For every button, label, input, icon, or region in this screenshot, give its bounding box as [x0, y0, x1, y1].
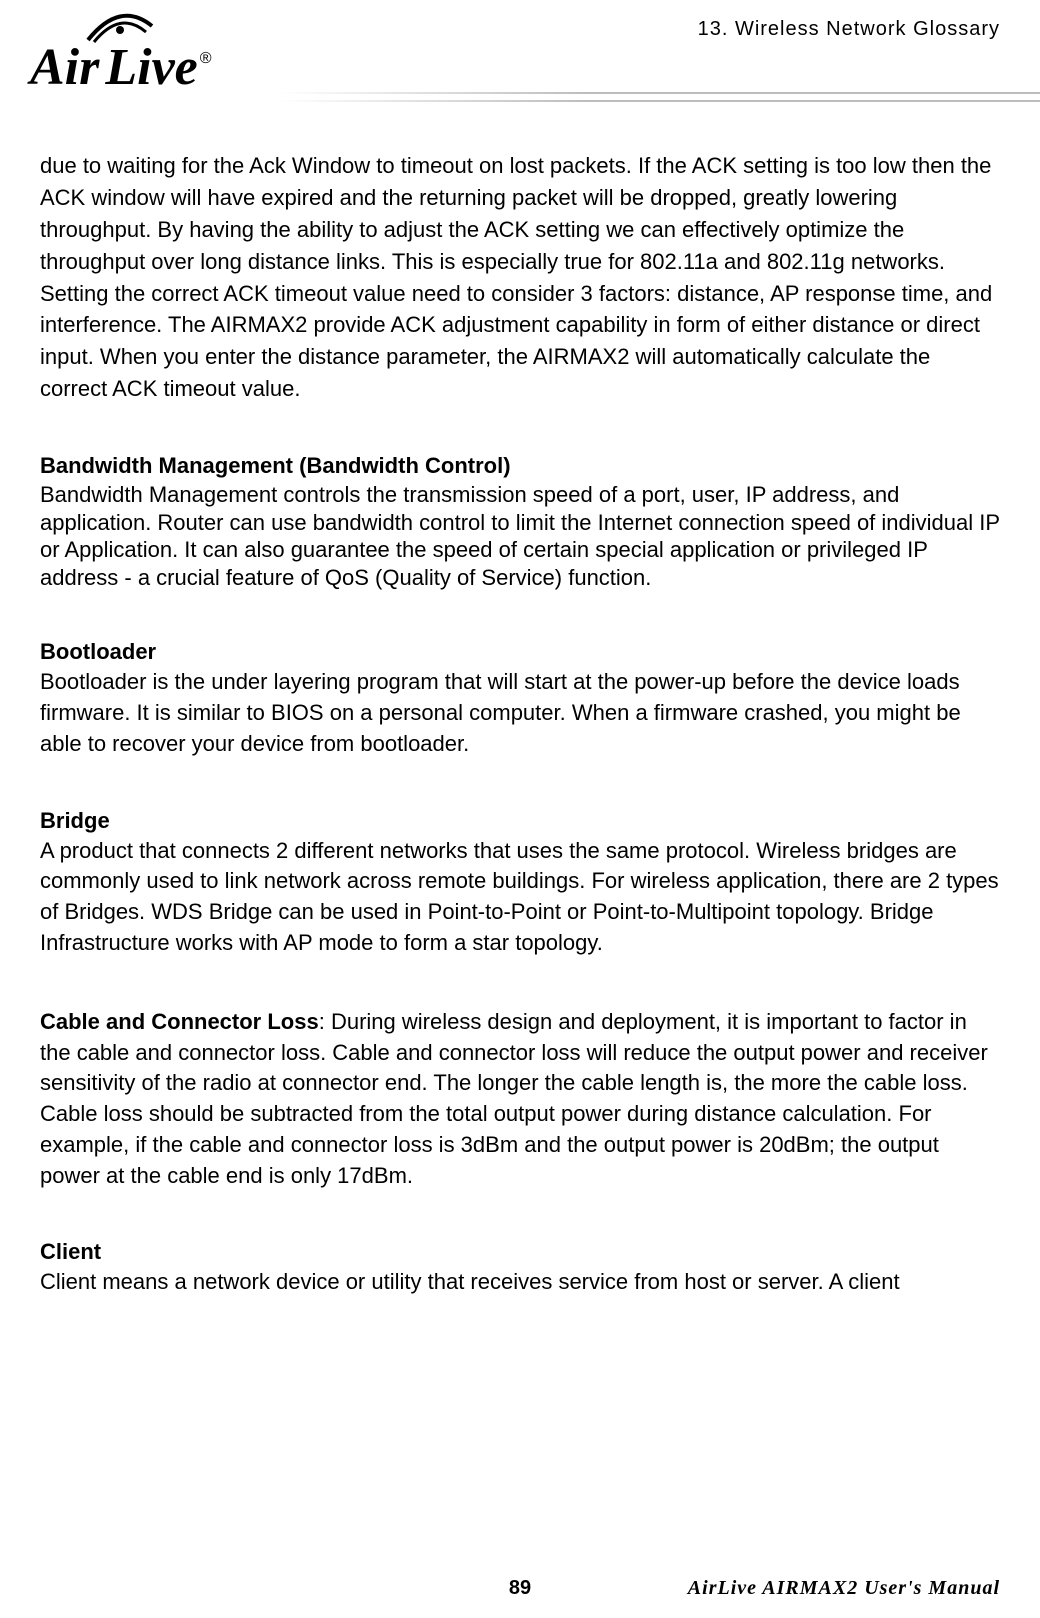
- section-bandwidth: Bandwidth Management (Bandwidth Control)…: [40, 453, 1000, 591]
- section-title-inline: Cable and Connector Loss: [40, 1009, 319, 1034]
- brand-text-live: Live: [105, 42, 197, 94]
- section-body: Bandwidth Management controls the transm…: [40, 481, 1000, 591]
- section-body: Client means a network device or utility…: [40, 1267, 1000, 1298]
- section-bootloader: Bootloader Bootloader is the under layer…: [40, 639, 1000, 759]
- section-cable: Cable and Connector Loss: During wireles…: [40, 1007, 1000, 1192]
- section-title: Bootloader: [40, 639, 1000, 665]
- page-number: 89: [509, 1577, 531, 1600]
- brand-wordmark: Air Live ®: [30, 42, 290, 94]
- section-title: Client: [40, 1239, 1000, 1265]
- section-body: Cable and Connector Loss: During wireles…: [40, 1007, 1000, 1192]
- section-body: A product that connects 2 different netw…: [40, 836, 1000, 959]
- registered-mark-icon: ®: [200, 50, 212, 68]
- section-title: Bridge: [40, 808, 1000, 834]
- header-divider: [0, 92, 1040, 106]
- section-bridge: Bridge A product that connects 2 differe…: [40, 808, 1000, 959]
- brand-logo: Air Live ®: [30, 6, 290, 94]
- section-client: Client Client means a network device or …: [40, 1239, 1000, 1298]
- page-content: due to waiting for the Ack Window to tim…: [0, 110, 1040, 1298]
- section-body: Bootloader is the under layering program…: [40, 667, 1000, 759]
- page-footer: 89 AirLive AIRMAX2 User's Manual: [0, 1577, 1040, 1600]
- logo-swirl-icon: [80, 6, 160, 46]
- manual-label: AirLive AIRMAX2 User's Manual: [688, 1577, 1000, 1600]
- brand-text-air: Air: [30, 42, 99, 94]
- intro-paragraph: due to waiting for the Ack Window to tim…: [40, 150, 1000, 405]
- page-header: Air Live ® 13. Wireless Network Glossary: [0, 0, 1040, 110]
- section-title: Bandwidth Management (Bandwidth Control): [40, 453, 1000, 479]
- section-text: : During wireless design and deployment,…: [40, 1009, 988, 1188]
- chapter-label: 13. Wireless Network Glossary: [698, 18, 1000, 41]
